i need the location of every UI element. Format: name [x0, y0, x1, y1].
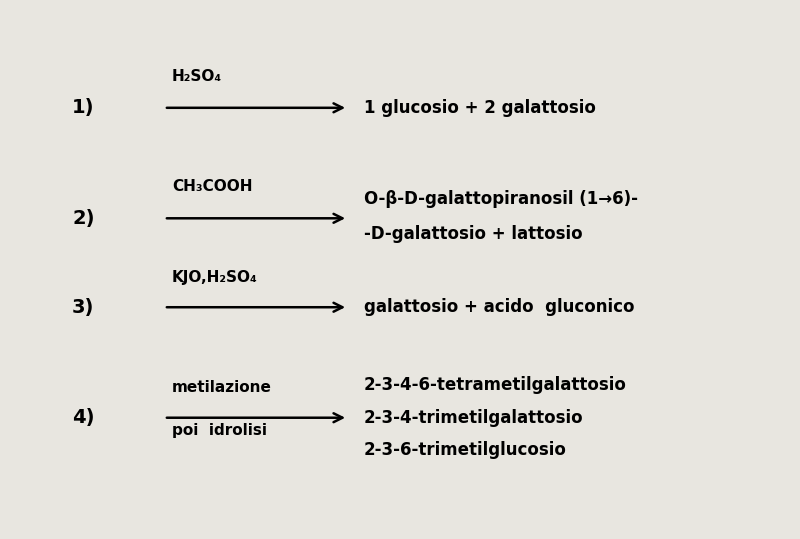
Text: poi  idrolisi: poi idrolisi [172, 423, 267, 438]
Text: H₂SO₄: H₂SO₄ [172, 68, 222, 84]
Text: 1): 1) [72, 98, 94, 118]
Text: -D-galattosio + lattosio: -D-galattosio + lattosio [364, 225, 582, 244]
Text: 4): 4) [72, 408, 94, 427]
Text: 2-3-6-trimetilglucosio: 2-3-6-trimetilglucosio [364, 441, 567, 459]
Text: KJO,H₂SO₄: KJO,H₂SO₄ [172, 270, 258, 285]
Text: galattosio + acido  gluconico: galattosio + acido gluconico [364, 298, 634, 316]
Text: 1 glucosio + 2 galattosio: 1 glucosio + 2 galattosio [364, 99, 596, 117]
Text: metilazione: metilazione [172, 379, 272, 395]
Text: 2): 2) [72, 209, 94, 228]
Text: 3): 3) [72, 298, 94, 317]
Text: 2-3-4-trimetilgalattosio: 2-3-4-trimetilgalattosio [364, 409, 584, 427]
Text: 2-3-4-6-tetrametilgalattosio: 2-3-4-6-tetrametilgalattosio [364, 376, 627, 395]
Text: O-β-D-galattopiranosil (1→6)-: O-β-D-galattopiranosil (1→6)- [364, 190, 638, 209]
Text: CH₃COOH: CH₃COOH [172, 179, 253, 194]
